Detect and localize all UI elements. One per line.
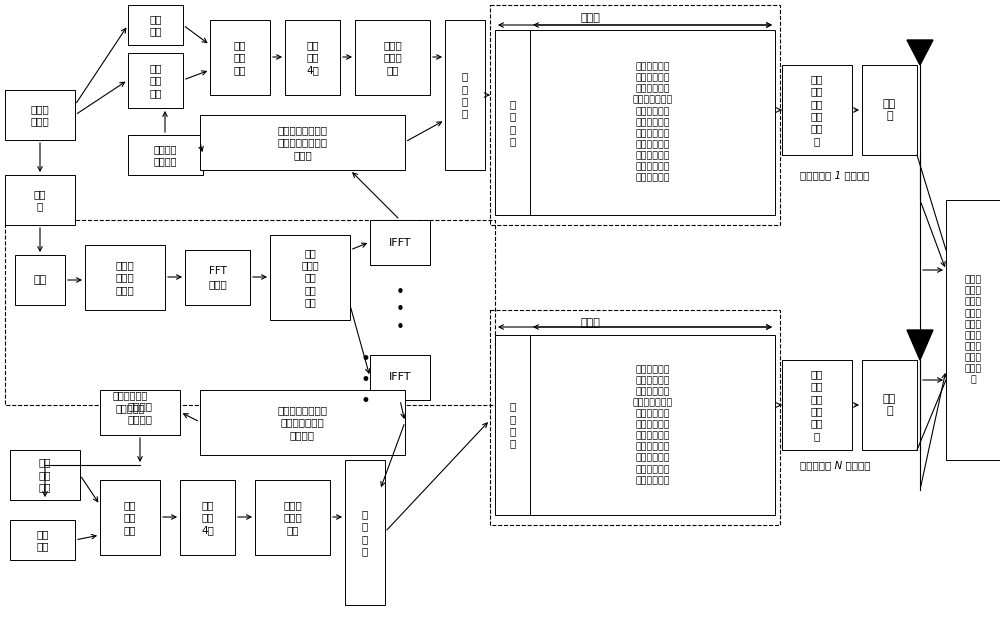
- Text: 上变
频: 上变 频: [883, 99, 896, 121]
- Bar: [862, 360, 917, 450]
- Bar: [5, 90, 75, 140]
- Bar: [200, 115, 405, 170]
- Text: 降峰均功率比空频
调制时域离散数据
样值块: 降峰均功率比空频 调制时域离散数据 样值块: [278, 125, 328, 160]
- Bar: [862, 65, 917, 155]
- Text: 复数
训练
序列: 复数 训练 序列: [124, 500, 136, 535]
- Bar: [530, 30, 775, 215]
- Bar: [445, 20, 485, 170]
- Bar: [5, 220, 495, 405]
- Text: 平方
根升
余弦
滚降
滤波
器: 平方 根升 余弦 滚降 滤波 器: [811, 369, 823, 441]
- Text: 平方
根升
余弦
滚降
滤波
器: 平方 根升 余弦 滚降 滤波 器: [811, 74, 823, 146]
- Bar: [85, 245, 165, 310]
- Polygon shape: [907, 40, 933, 65]
- Text: 生成模式
信息发送: 生成模式 信息发送: [128, 401, 152, 424]
- Text: 复数
训练
序列: 复数 训练 序列: [234, 40, 246, 75]
- Bar: [210, 20, 270, 95]
- Text: 信号帧: 信号帧: [580, 318, 600, 328]
- Bar: [355, 20, 430, 95]
- Polygon shape: [907, 330, 933, 360]
- Text: 保
护
间
隔: 保 护 间 隔: [509, 401, 516, 448]
- Bar: [15, 255, 65, 305]
- Text: 降峰均功率比
空频调制时域
离散数据样值
块，时域嵌入训
练序列离散样
值块直接叠加
形成的时域嵌
入训练序列降
峰均功率比空
频调制时域离
散数据样值块: 降峰均功率比 空频调制时域 离散数据样值 块，时域嵌入训 练序列离散样 值块直接…: [632, 365, 673, 485]
- Bar: [782, 360, 852, 450]
- Bar: [255, 480, 330, 555]
- Text: IFFT: IFFT: [389, 372, 411, 382]
- Bar: [10, 450, 80, 500]
- Text: 业务
指标
序列: 业务 指标 序列: [39, 458, 51, 493]
- Text: 时域嵌
入训练
序列: 时域嵌 入训练 序列: [283, 500, 302, 535]
- Text: 加扰: 加扰: [33, 275, 47, 285]
- Bar: [946, 200, 1000, 460]
- Text: 直
接
叠
加: 直 接 叠 加: [462, 72, 468, 119]
- Bar: [495, 335, 530, 515]
- Bar: [10, 520, 75, 560]
- Text: •
•
•: • • •: [360, 350, 370, 410]
- Text: 单频网的第 1 个发射机: 单频网的第 1 个发射机: [800, 170, 870, 180]
- Text: 训练
序列: 训练 序列: [36, 529, 49, 551]
- Bar: [128, 53, 183, 108]
- Bar: [285, 20, 340, 95]
- Text: 时域嵌
入训练
序列: 时域嵌 入训练 序列: [383, 40, 402, 75]
- Text: 信号帧: 信号帧: [580, 13, 600, 23]
- Bar: [490, 310, 780, 525]
- Bar: [530, 335, 775, 515]
- Text: 单频网的网络: 单频网的网络: [112, 390, 148, 400]
- Text: 降峰均功率比空频
调制时域离散数
据样值块: 降峰均功率比空频 调制时域离散数 据样值块: [278, 405, 328, 440]
- Text: 训练
序列: 训练 序列: [149, 14, 162, 36]
- Text: 连续
重复
4次: 连续 重复 4次: [201, 500, 214, 535]
- Text: 单频网的第 N 个发射机: 单频网的第 N 个发射机: [800, 460, 870, 470]
- Text: 生成模式
信息发送: 生成模式 信息发送: [154, 144, 177, 166]
- Bar: [370, 220, 430, 265]
- Bar: [782, 65, 852, 155]
- Bar: [200, 390, 405, 455]
- Text: 码元调
制与码
元旋转: 码元调 制与码 元旋转: [116, 260, 134, 295]
- Text: 数据管理器: 数据管理器: [115, 403, 145, 413]
- Bar: [100, 480, 160, 555]
- Bar: [370, 355, 430, 400]
- Bar: [180, 480, 235, 555]
- Text: 多媒体
数据流: 多媒体 数据流: [31, 104, 49, 126]
- Bar: [185, 250, 250, 305]
- Bar: [345, 460, 385, 605]
- Text: 比特
流: 比特 流: [34, 189, 46, 211]
- Text: 降峰均功率比
空频调制时域
离散数据样值
块、时域嵌入训
练序列离散样
值块直接叠加
形成的时域嵌
入训练序列降
峰均功率比空
频调制时域离
散数据样值块: 降峰均功率比 空频调制时域 离散数据样值 块、时域嵌入训 练序列离散样 值块直接…: [632, 62, 673, 182]
- Bar: [128, 135, 203, 175]
- Text: 空频
调制、
时间
同步
调整: 空频 调制、 时间 同步 调整: [301, 248, 319, 308]
- Bar: [128, 5, 183, 45]
- Text: IFFT: IFFT: [389, 238, 411, 247]
- Bar: [5, 175, 75, 225]
- Bar: [270, 235, 350, 320]
- Bar: [495, 30, 530, 215]
- Text: 业务
指标
序列: 业务 指标 序列: [149, 63, 162, 98]
- Text: 连续
重复
4次: 连续 重复 4次: [306, 40, 319, 75]
- Text: 直
接
叠
加: 直 接 叠 加: [362, 509, 368, 556]
- Text: FFT
数据块: FFT 数据块: [208, 266, 227, 289]
- Text: 接收机
端接收
处理单
频网移
动数字
广播信
号发射
机所发
送的信
号: 接收机 端接收 处理单 频网移 动数字 广播信 号发射 机所发 送的信 号: [964, 276, 982, 384]
- Text: 保
护
间
隔: 保 护 间 隔: [509, 99, 516, 146]
- Text: 上变
频: 上变 频: [883, 394, 896, 416]
- Bar: [100, 390, 180, 435]
- Bar: [490, 5, 780, 225]
- Text: •
•
•: • • •: [396, 285, 404, 335]
